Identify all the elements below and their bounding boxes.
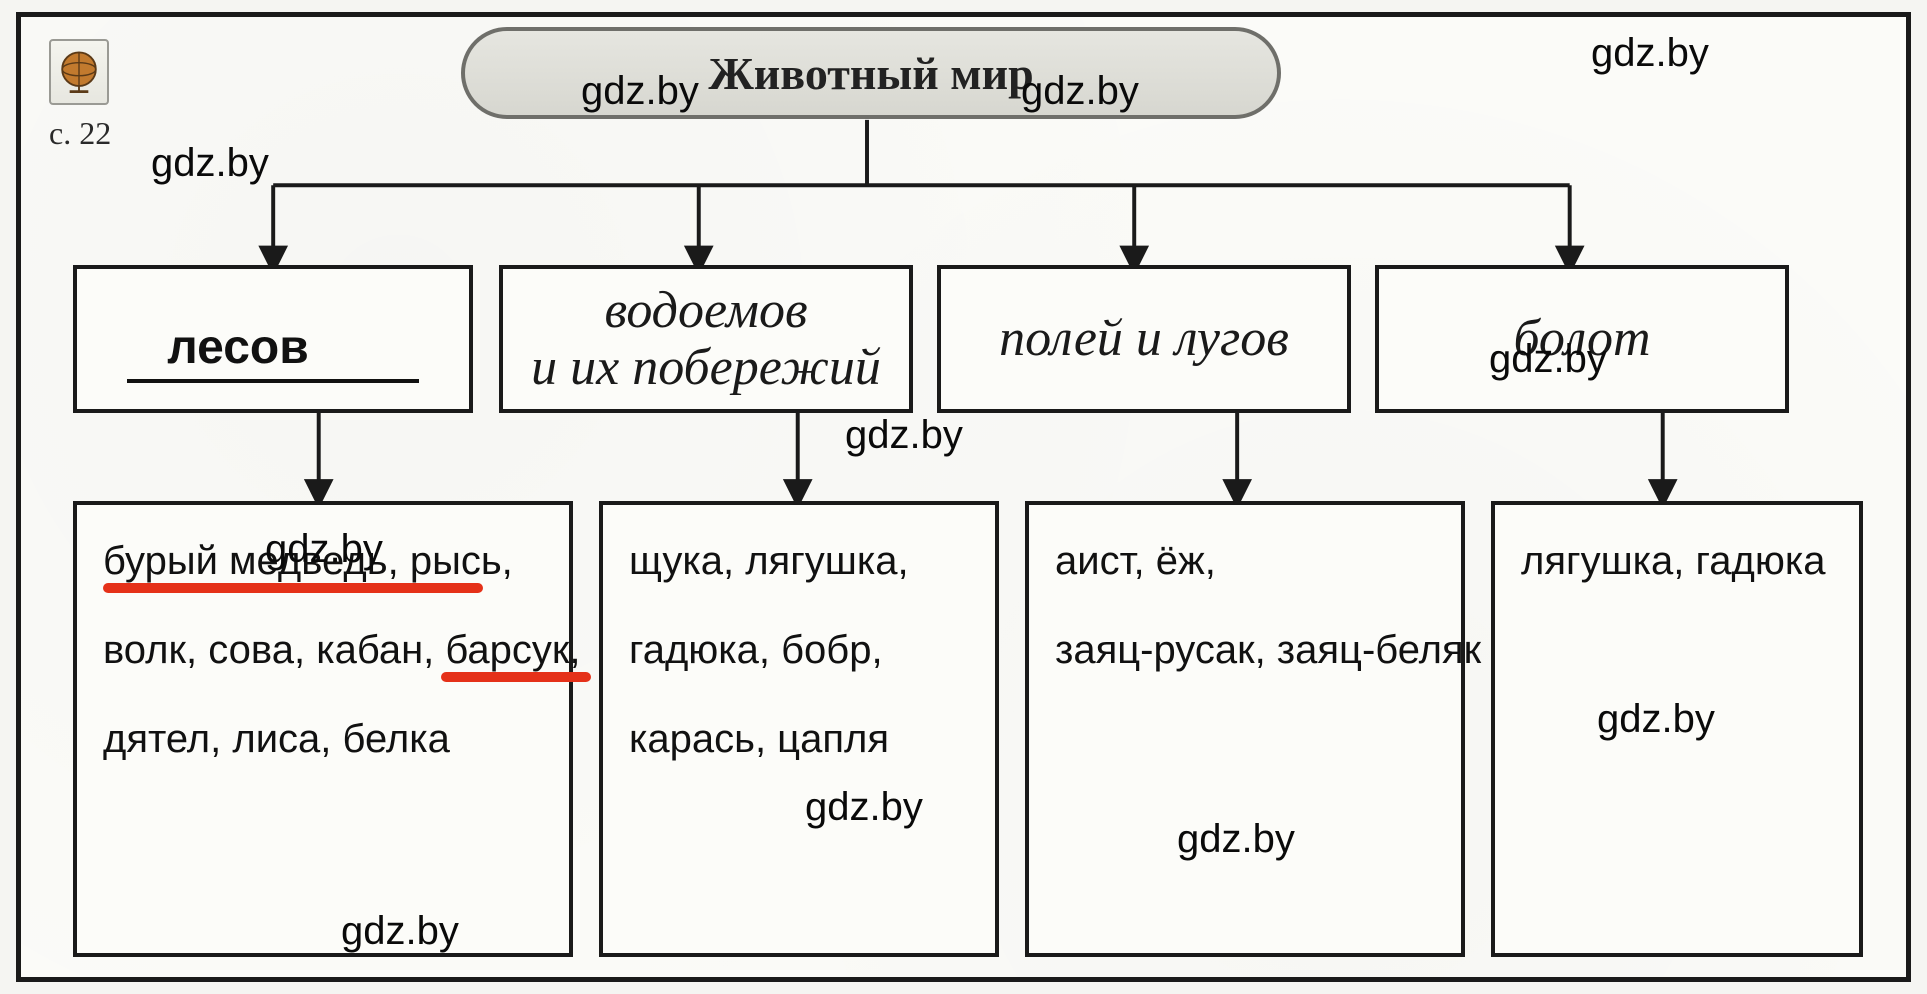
diagram-frame: с. 22 Животный мир лесов водоемов и их п…	[16, 12, 1911, 982]
heading-line: водоемов	[604, 282, 807, 339]
category-swamps-heading: болот	[1375, 265, 1789, 413]
watermark-text: gdz.by	[1591, 31, 1709, 76]
watermark-text: gdz.by	[151, 141, 269, 186]
category-swamps-content: лягушка, гадюка	[1491, 501, 1863, 957]
content-line: волк, сова, кабан, барсук,	[103, 628, 543, 673]
red-underline	[441, 672, 591, 682]
content-line: аист, ёж,	[1055, 539, 1435, 584]
category-fields-content: аист, ёж, заяц-русак, заяц-беляк	[1025, 501, 1465, 957]
content-line: бурый медведь, рысь,	[103, 539, 543, 584]
heading-line: болот	[1513, 310, 1650, 367]
category-fields-heading: полей и лугов	[937, 265, 1351, 413]
category-forests-heading: лесов	[73, 265, 473, 413]
category-forests-input-value: лесов	[127, 320, 418, 383]
content-line: заяц-русак, заяц-беляк	[1055, 628, 1435, 673]
content-line: гадюка, бобр,	[629, 628, 969, 673]
content-line: щука, лягушка,	[629, 539, 969, 584]
page-ref-label: с. 22	[49, 115, 111, 152]
heading-line: и их побережий	[531, 339, 881, 396]
category-forests-content: бурый медведь, рысь, волк, сова, кабан, б…	[73, 501, 573, 957]
category-waters-heading: водоемов и их побережий	[499, 265, 913, 413]
diagram-title: Животный мир	[461, 27, 1281, 119]
red-underline	[103, 583, 483, 593]
textbook-ref-icon	[49, 39, 109, 105]
content-line: дятел, лиса, белка	[103, 717, 543, 762]
category-waters-content: щука, лягушка, гадюка, бобр, карась, цапля	[599, 501, 999, 957]
content-line: карась, цапля	[629, 717, 969, 762]
globe-icon	[51, 41, 107, 103]
heading-line: полей и лугов	[999, 310, 1289, 367]
watermark-text: gdz.by	[845, 413, 963, 458]
content-line: лягушка, гадюка	[1521, 539, 1833, 584]
